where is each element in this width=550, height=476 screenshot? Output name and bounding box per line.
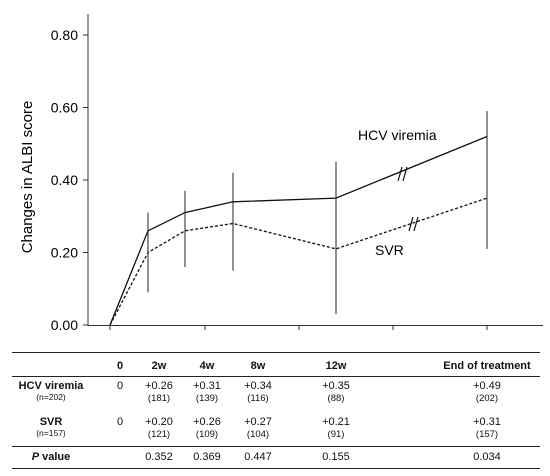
x-ticks <box>109 325 488 330</box>
svr-value-2w: +0.20 (121) <box>145 416 173 440</box>
table-pvalue-rule <box>12 446 540 447</box>
hcv-value-12w: +0.35 (88) <box>322 380 350 404</box>
header-end-of-treatment: End of treatment <box>443 360 531 372</box>
p-value-end: 0.034 <box>473 451 501 463</box>
p-value-8w: 0.447 <box>244 451 272 463</box>
table-top-rule <box>12 352 540 353</box>
svr-value-0: 0 <box>116 416 124 428</box>
hcv-value-2w: +0.26 (181) <box>145 380 173 404</box>
y-tick-label: 0.80 <box>51 27 78 43</box>
hcv-value-end: +0.49 (202) <box>473 380 501 404</box>
svr-value-end: +0.31 (157) <box>473 416 501 440</box>
p-value-2w: 0.352 <box>145 451 173 463</box>
hcv-value-4w: +0.31 (139) <box>193 380 221 404</box>
p-value-4w: 0.369 <box>193 451 221 463</box>
y-tick-label: 0.00 <box>51 317 78 333</box>
albi-line-chart: Changes in ALBI score 0.000.200.400.600.… <box>19 14 543 333</box>
header-2w: 2w <box>151 360 167 372</box>
row-label-p-value: P value <box>31 451 71 463</box>
row-label-svr: SVR (n=157) <box>36 416 66 438</box>
legend-label-hcv-viremia: HCV viremia <box>358 127 437 143</box>
svr-value-8w: +0.27 (104) <box>244 416 272 440</box>
y-tick-label: 0.60 <box>51 100 78 116</box>
header-0: 0 <box>116 360 124 372</box>
hcv-value-0: 0 <box>116 380 124 392</box>
axis-break-mark-svr <box>408 216 419 232</box>
legend-label-svr: SVR <box>375 242 404 258</box>
row-label-hcv-viremia: HCV viremia (n=202) <box>18 380 84 402</box>
table-bottom-rule <box>12 468 540 469</box>
p-value-12w: 0.155 <box>322 451 350 463</box>
svr-value-4w: +0.26 (109) <box>193 416 221 440</box>
svr-value-12w: +0.21 (91) <box>322 416 350 440</box>
hcv-value-8w: +0.34 (116) <box>244 380 272 404</box>
header-8w: 8w <box>250 360 266 372</box>
y-tick-label: 0.40 <box>51 172 78 188</box>
axis-break-mark-hcv-viremia <box>397 166 408 182</box>
y-tick-label: 0.20 <box>51 245 78 261</box>
series-line-hcv-viremia <box>109 135 488 326</box>
table-header-rule <box>12 376 540 377</box>
header-4w: 4w <box>199 360 215 372</box>
y-axis-label: Changes in ALBI score <box>19 101 36 254</box>
error-bars <box>147 111 488 315</box>
series-line-svr <box>109 197 488 326</box>
series-group <box>109 135 488 326</box>
header-12w: 12w <box>325 360 347 372</box>
y-ticks: 0.00 0.20 0.40 0.60 0.80 <box>51 27 88 333</box>
